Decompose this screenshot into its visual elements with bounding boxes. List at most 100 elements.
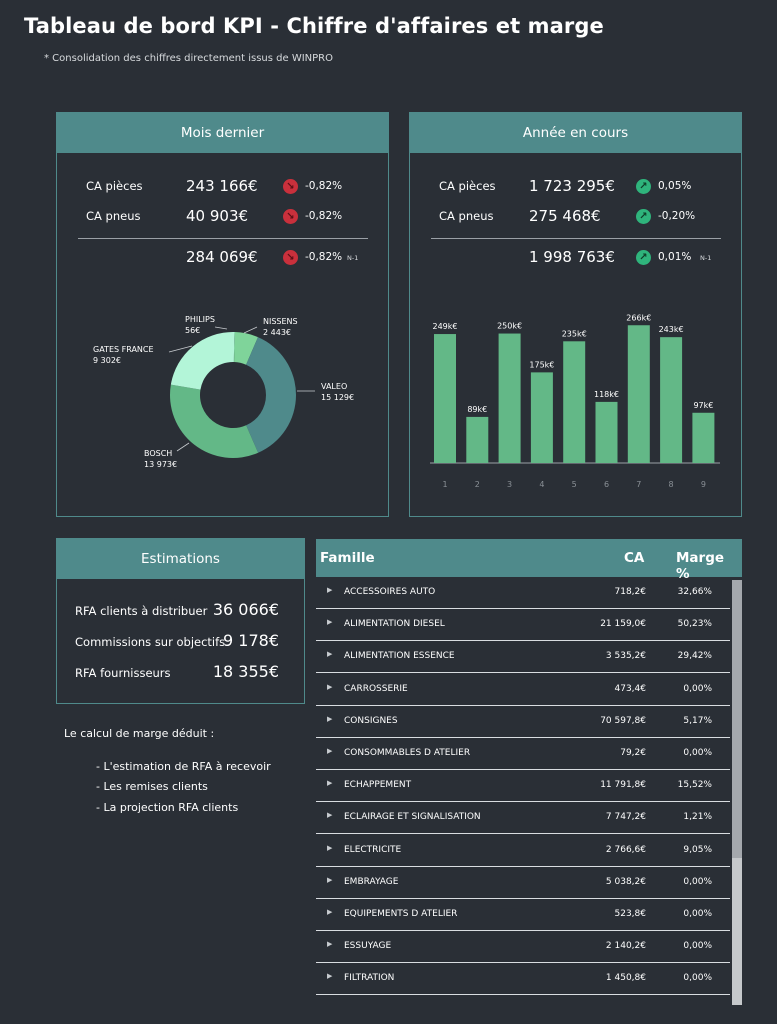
table-row[interactable]: ▶ ALIMENTATION DIESEL 21 159,0€ 50,23%: [316, 609, 730, 642]
bar[interactable]: [627, 325, 650, 463]
chevron-right-icon[interactable]: ▶: [327, 586, 333, 594]
cell-ca: 473,4€: [614, 683, 647, 694]
column-header-marge[interactable]: Marge %: [676, 550, 725, 582]
bar[interactable]: [498, 333, 521, 463]
table-header: Famille CA Marge %: [316, 539, 742, 582]
donut-label-name: GATES FRANCE: [93, 345, 154, 354]
cell-marge: 0,00%: [683, 909, 712, 919]
scrollbar[interactable]: [732, 580, 742, 1005]
chevron-right-icon[interactable]: ▶: [327, 747, 333, 755]
table-row[interactable]: ▶ ELECTRICITE 2 766,6€ 9,05%: [316, 835, 730, 867]
donut-label-value: 15 129€: [321, 393, 354, 402]
cell-marge: 5,17%: [683, 715, 712, 726]
kpi-label: CA pneus: [439, 209, 494, 223]
chevron-right-icon[interactable]: ▶: [327, 843, 333, 852]
notes-item: - La projection RFA clients: [96, 801, 239, 814]
cell-ca: 21 159,0€: [600, 619, 646, 630]
kpi-row-ca-pneus: CA pneus 275 468€ ↗ -0,20%: [410, 205, 741, 227]
donut-label-name: VALEO: [321, 382, 347, 391]
bar[interactable]: [530, 372, 553, 463]
x-tick-label: 5: [572, 480, 577, 489]
kpi-total-value: 284 069€: [186, 248, 258, 266]
kpi-value: 243 166€: [186, 177, 258, 195]
donut-slice-nissens[interactable]: [234, 332, 258, 365]
donut-label-name: BOSCH: [144, 449, 172, 458]
table-row[interactable]: ▶ CARROSSERIE 473,4€ 0,00%: [316, 674, 730, 706]
table-row[interactable]: ▶ ESSUYAGE 2 140,2€ 0,00%: [316, 931, 730, 964]
cell-ca: 5 038,2€: [605, 876, 646, 887]
page-subtitle: * Consolidation des chiffres directement…: [44, 53, 333, 64]
cell-ca: 1 450,8€: [605, 973, 646, 984]
chevron-right-icon[interactable]: ▶: [327, 682, 333, 691]
cell-ca: 718,2€: [614, 587, 647, 597]
chevron-right-icon[interactable]: ▶: [327, 875, 333, 884]
page-title: Tableau de bord KPI - Chiffre d'affaires…: [24, 14, 604, 38]
column-header-famille[interactable]: Famille: [320, 550, 375, 566]
chevron-right-icon[interactable]: ▶: [327, 972, 333, 981]
cell-famille: EQUIPEMENTS D ATELIER: [344, 909, 458, 919]
chevron-right-icon[interactable]: ▶: [327, 714, 333, 723]
chevron-right-icon[interactable]: ▶: [327, 618, 333, 627]
donut-slice-bosch[interactable]: [170, 384, 259, 458]
bar-data-label: 97k€: [693, 401, 713, 410]
chevron-right-icon[interactable]: ▶: [327, 779, 333, 788]
cell-marge: 0,00%: [683, 683, 712, 694]
x-tick-label: 6: [604, 480, 609, 489]
kpi-value: 1 723 295€: [529, 177, 615, 195]
kpi-pct: -0,82%: [305, 210, 343, 222]
cell-marge: 29,42%: [677, 651, 712, 662]
bar[interactable]: [466, 416, 489, 463]
donut-leader-line: [176, 442, 190, 452]
chevron-right-icon[interactable]: ▶: [327, 650, 333, 659]
arrow-up-right-icon: ↗: [636, 250, 651, 265]
column-header-ca[interactable]: CA: [624, 550, 645, 566]
x-tick-label: 8: [669, 480, 674, 489]
table-row[interactable]: ▶ ECHAPPEMENT 11 791,8€ 15,52%: [316, 770, 730, 803]
cell-marge: 0,00%: [683, 748, 712, 758]
bar[interactable]: [660, 337, 683, 463]
kpi-total-value: 1 998 763€: [529, 248, 615, 266]
arrow-down-right-icon: ↘: [283, 179, 298, 194]
cell-famille: CARROSSERIE: [344, 683, 408, 694]
donut-slice-valeo[interactable]: [246, 337, 297, 453]
table-row[interactable]: ▶ CONSOMMABLES D ATELIER 79,2€ 0,00%: [316, 738, 730, 770]
bar[interactable]: [595, 401, 618, 463]
table-row[interactable]: ▶ ECLAIRAGE ET SIGNALISATION 7 747,2€ 1,21%: [316, 802, 730, 835]
chevron-right-icon[interactable]: ▶: [327, 940, 333, 949]
bar-data-label: 266k€: [626, 313, 651, 322]
table-row[interactable]: ▶ CONSIGNES 70 597,8€ 5,17%: [316, 706, 730, 738]
cell-marge: 50,23%: [677, 619, 712, 630]
bar-data-label: 118k€: [594, 390, 619, 399]
divider: [78, 238, 368, 239]
cell-famille: ECLAIRAGE ET SIGNALISATION: [344, 812, 481, 823]
cell-famille: EMBRAYAGE: [344, 876, 399, 887]
donut-leader-line: [214, 326, 228, 330]
bar[interactable]: [692, 412, 715, 463]
cell-famille: ALIMENTATION DIESEL: [344, 619, 445, 630]
donut-leader-line: [243, 326, 258, 334]
x-tick-label: 3: [507, 480, 512, 489]
cell-ca: 3 535,2€: [605, 651, 646, 662]
bar-data-label: 250k€: [497, 322, 522, 331]
table-row[interactable]: ▶ ALIMENTATION ESSENCE 3 535,2€ 29,42%: [316, 641, 730, 674]
kpi-pct: -0,82%: [305, 180, 343, 192]
kpi-label: CA pièces: [86, 179, 143, 193]
table-row[interactable]: ▶ EQUIPEMENTS D ATELIER 523,8€ 0,00%: [316, 899, 730, 931]
table-row[interactable]: ▶ EMBRAYAGE 5 038,2€ 0,00%: [316, 867, 730, 899]
panel-estimations: Estimations RFA clients à distribuer 36 …: [56, 538, 305, 704]
table-row[interactable]: ▶ FILTRATION 1 450,8€ 0,00%: [316, 963, 730, 996]
bar-chart: 249k€ 1 89k€ 2 250k€ 3 175k€ 4 235k€ 5 118k€ 6 266k€…: [430, 313, 720, 489]
table-row[interactable]: ▶ ACCESSOIRES AUTO 718,2€ 32,66%: [316, 577, 730, 609]
est-label: Commissions sur objectifs: [75, 635, 226, 649]
chevron-right-icon[interactable]: ▶: [327, 908, 333, 916]
arrow-up-right-icon: ↗: [636, 209, 651, 224]
kpi-n1-label: N-1: [700, 254, 712, 262]
scrollbar-thumb[interactable]: [732, 580, 742, 858]
bar[interactable]: [563, 341, 586, 463]
donut-slice-gates-france[interactable]: [170, 332, 235, 390]
est-value: 18 355€: [212, 662, 279, 681]
chevron-right-icon[interactable]: ▶: [327, 811, 333, 820]
bar[interactable]: [434, 334, 456, 463]
bar-data-label: 243k€: [659, 325, 684, 334]
donut-slice-philips[interactable]: [233, 332, 236, 363]
